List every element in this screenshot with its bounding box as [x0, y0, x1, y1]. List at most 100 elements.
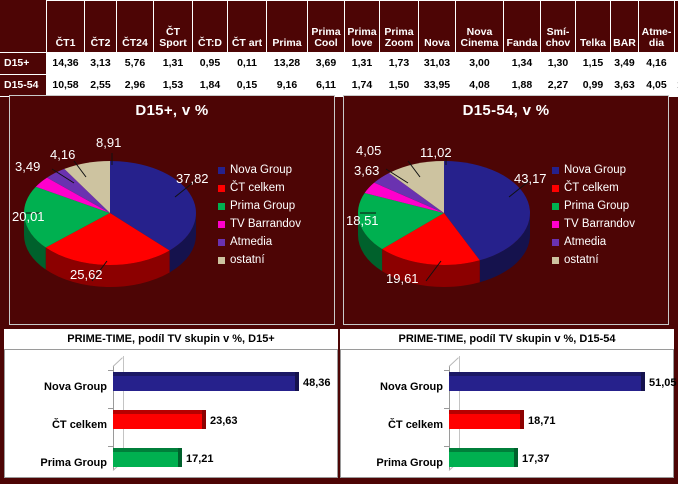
- bar: [449, 410, 524, 429]
- table-col-header-line2: Cinema: [460, 37, 499, 49]
- table-cell: 1,15: [575, 52, 611, 75]
- table-cell: 1,53: [153, 74, 193, 97]
- bar-plot-d15plus: Nova Group 48,36 ČT celkem 23,63 Prima Group…: [4, 349, 338, 478]
- table-col-header-line2: BAR: [613, 37, 636, 49]
- pie-slice: [47, 168, 110, 213]
- pie-3d-sides: [358, 213, 530, 287]
- table-cell: 3,00: [455, 52, 504, 75]
- table-col-header-line2: Fanda: [506, 37, 538, 49]
- axis-tick: [108, 408, 114, 409]
- pie-slice: [64, 161, 110, 213]
- table-col-header-line2: dia: [648, 37, 665, 49]
- bar-category-label: Prima Group: [376, 457, 443, 469]
- bar: [113, 372, 299, 391]
- pie-legend-d15plus: Nova Group ČT celkem Prima Group TV Barrand…: [218, 161, 330, 269]
- legend-swatch-icon: [552, 166, 559, 174]
- bar-front-face: [113, 452, 178, 467]
- pie-value-ct: 25,62: [70, 267, 103, 282]
- table-cell: 4,16: [638, 52, 675, 75]
- pie-slice: [389, 161, 444, 213]
- pie-legend-label: Atmedia: [230, 236, 273, 248]
- pie-leader-line: [407, 160, 421, 178]
- table-cell: 11,02: [674, 74, 678, 97]
- bar-top-face: [113, 448, 182, 452]
- table-col-header: ČT:D: [192, 0, 228, 53]
- bar: [449, 448, 518, 467]
- table-col-header: BAR: [610, 0, 639, 53]
- table-col-header-line1: Smí-: [546, 26, 570, 38]
- pie-value-barrandov: 3,49: [15, 159, 41, 174]
- legend-swatch-icon: [552, 220, 559, 228]
- pie-slice-side: [45, 247, 170, 287]
- table-header-row: ČT1 ČT2 ČT24 ČT Sport ČT:D ČT art Prima Pri…: [0, 0, 678, 53]
- bar: [113, 410, 206, 429]
- axis-tick: [444, 370, 450, 371]
- pie-value-ostatni: 11,02: [420, 145, 452, 160]
- pie-charts-section: D15+, v % Nova Group ČT celkem Prima Group…: [0, 95, 678, 327]
- axis-depth-line: [112, 357, 123, 367]
- table-col-header: Nova Cinema: [455, 0, 504, 53]
- bar-side-face: [514, 448, 518, 467]
- axis-tick: [108, 446, 114, 447]
- legend-swatch-icon: [218, 238, 225, 246]
- pie-leader-line: [425, 260, 442, 282]
- table-body: D15+ 14,36 3,13 5,76 1,31 0,95 0,11 13,28 3,69 1,…: [0, 52, 678, 97]
- bar-front-face: [449, 414, 520, 429]
- bar-side-face: [295, 372, 299, 391]
- bar-value-label: 17,37: [522, 453, 550, 465]
- table-cell: 6,11: [307, 74, 345, 97]
- pie-legend-item: ČT celkem: [552, 179, 664, 197]
- pie-slice: [23, 186, 110, 248]
- bar-value-label: 48,36: [303, 377, 331, 389]
- pie-slice: [382, 213, 480, 265]
- table-col-header-line2: Prima: [272, 37, 302, 49]
- stats-table: ČT1 ČT2 ČT24 ČT Sport ČT:D ČT art Prima Pri…: [0, 0, 678, 97]
- pie-slice: [364, 182, 444, 213]
- table-col-header-line2: ČT24: [122, 37, 148, 49]
- bar-value-label: 17,21: [186, 453, 214, 465]
- pie-legend-label: ostatní: [230, 254, 265, 266]
- table-row-label: D15-54: [0, 74, 47, 97]
- pie-legend-item: TV Barrandov: [218, 215, 330, 233]
- table-col-header: Atme-dia: [638, 0, 675, 53]
- table-col-header-line2: love: [351, 37, 373, 49]
- bar-charts-section: PRIME-TIME, podíl TV skupin v %, D15+ No…: [0, 329, 678, 484]
- pie-slice: [35, 177, 110, 213]
- pie-slice-side: [24, 213, 46, 270]
- table-cell: 1,30: [540, 52, 576, 75]
- table-cell: 4,08: [455, 74, 504, 97]
- pie-slice: [110, 161, 197, 251]
- table-col-header: Smí-chov: [540, 0, 576, 53]
- table-col-header-line2: Cool: [314, 37, 338, 49]
- table-cell: 33,95: [418, 74, 456, 97]
- bar-title-d15plus: PRIME-TIME, podíl TV skupin v %, D15+: [4, 329, 338, 349]
- pie-leader-line: [73, 160, 87, 178]
- bar-plot-d15-54: Nova Group 51,05 ČT celkem 18,71 Prima Group…: [340, 349, 677, 478]
- table-cell: 1,84: [192, 74, 228, 97]
- table-cell: 14,36: [46, 52, 85, 75]
- table-cell: 13,28: [266, 52, 308, 75]
- stats-table-container: ČT1 ČT2 ČT24 ČT Sport ČT:D ČT art Prima Pri…: [0, 0, 678, 97]
- table-col-header: Prima Cool: [307, 0, 345, 53]
- table-col-header-line2: Nova: [424, 37, 450, 49]
- pie-slice: [358, 192, 444, 250]
- table-col-header: Prima Zoom: [379, 0, 419, 53]
- legend-swatch-icon: [552, 256, 559, 264]
- table-cell: 4,05: [638, 74, 675, 97]
- pie-slice: [45, 213, 170, 265]
- pie-3d-top: [358, 161, 530, 265]
- axis-tick: [444, 446, 450, 447]
- pie-leader-line: [174, 180, 196, 198]
- pie-value-ostatni: 8,91: [96, 135, 122, 150]
- table-cell: 3,13: [84, 52, 117, 75]
- bar-front-face: [113, 376, 295, 391]
- pie-value-prima: 20,01: [12, 209, 45, 224]
- table-cell: 31,03: [418, 52, 456, 75]
- legend-swatch-icon: [218, 220, 225, 228]
- pie-slice: [444, 161, 530, 261]
- pie-legend-item: Nova Group: [218, 161, 330, 179]
- table-col-header-line1: Prima: [311, 26, 341, 38]
- table-cell: 1,88: [503, 74, 541, 97]
- table-cell: 2,27: [540, 74, 576, 97]
- pie-legend-label: TV Barrandov: [564, 218, 635, 230]
